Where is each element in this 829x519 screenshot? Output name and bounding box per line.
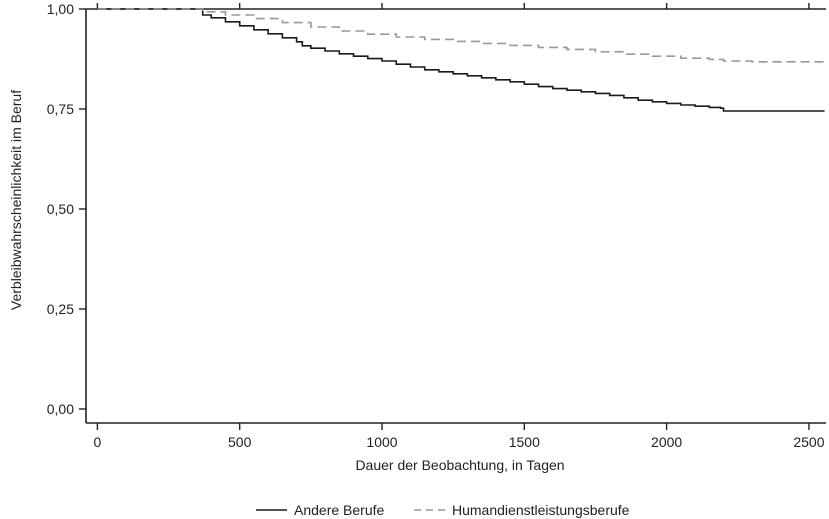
x-tick-label: 1500 — [509, 434, 540, 450]
plot-frame — [85, 8, 826, 424]
series-line-humandienstleistungsberufe — [97, 8, 825, 63]
legend-label-humandienstleistungsberufe: Humandienstleistungsberufe — [452, 502, 630, 518]
x-tick-label: 500 — [228, 434, 252, 450]
top-axis-ticks — [96, 3, 810, 9]
y-tick-label: 0,75 — [47, 101, 74, 117]
x-tick-label: 0 — [93, 434, 101, 450]
x-axis-title: Dauer der Beobachtung, in Tagen — [355, 457, 564, 473]
y-tick-label: 0,00 — [47, 401, 74, 417]
y-tick-label: 0,25 — [47, 301, 74, 317]
x-tick-label: 1000 — [366, 434, 397, 450]
y-tick-label: 0,50 — [47, 201, 74, 217]
y-axis-title: Verbleibwahrscheinlichkeit im Beruf — [8, 90, 24, 310]
x-tick-label: 2500 — [793, 434, 824, 450]
legend-label-andere-berufe: Andere Berufe — [294, 502, 384, 518]
series-layer — [97, 8, 825, 112]
x-tick-label: 2000 — [651, 434, 682, 450]
y-tick-label: 1,00 — [47, 1, 74, 17]
x-axis-ticks: 0 500 1000 1500 2000 2500 — [93, 423, 825, 450]
legend: Andere Berufe Humandienstleistungsberufe — [256, 502, 630, 518]
series-line-andere-berufe — [97, 8, 825, 112]
y-axis-ticks: 0,00 0,25 0,50 0,75 1,00 — [47, 1, 86, 417]
